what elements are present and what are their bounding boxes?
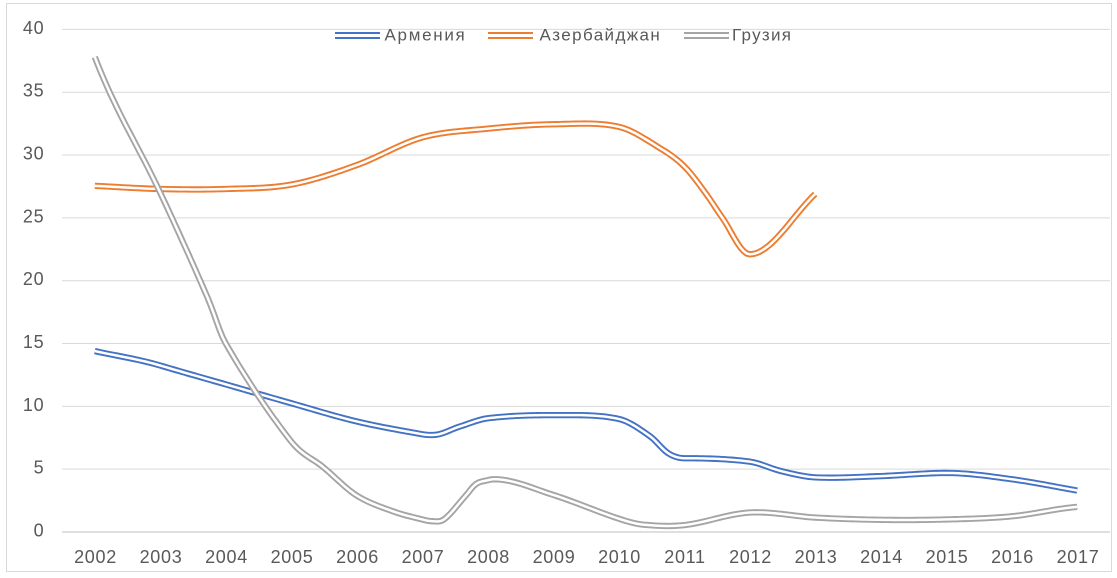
svg-text:2013: 2013 <box>795 547 838 567</box>
svg-text:10: 10 <box>23 395 44 415</box>
svg-text:2015: 2015 <box>926 547 969 567</box>
svg-text:2003: 2003 <box>140 547 183 567</box>
svg-text:2009: 2009 <box>533 547 576 567</box>
svg-text:2008: 2008 <box>467 547 510 567</box>
svg-text:2016: 2016 <box>991 547 1034 567</box>
svg-text:0: 0 <box>34 520 45 540</box>
svg-text:2007: 2007 <box>402 547 445 567</box>
svg-text:2010: 2010 <box>598 547 641 567</box>
svg-text:35: 35 <box>23 81 44 101</box>
svg-text:2017: 2017 <box>1057 547 1100 567</box>
svg-text:2005: 2005 <box>271 547 314 567</box>
svg-text:Армения: Армения <box>385 25 467 44</box>
svg-text:2004: 2004 <box>205 547 248 567</box>
svg-text:25: 25 <box>23 206 44 226</box>
svg-text:2014: 2014 <box>860 547 903 567</box>
svg-text:30: 30 <box>23 144 44 164</box>
svg-text:2006: 2006 <box>336 547 379 567</box>
svg-text:Грузия: Грузия <box>732 25 792 44</box>
svg-text:2002: 2002 <box>74 547 117 567</box>
svg-text:2012: 2012 <box>729 547 772 567</box>
svg-text:20: 20 <box>23 269 44 289</box>
svg-text:5: 5 <box>34 458 45 478</box>
svg-text:15: 15 <box>23 332 44 352</box>
svg-text:40: 40 <box>23 18 44 38</box>
svg-text:2011: 2011 <box>664 547 706 567</box>
svg-text:Азербайджан: Азербайджан <box>540 25 662 44</box>
